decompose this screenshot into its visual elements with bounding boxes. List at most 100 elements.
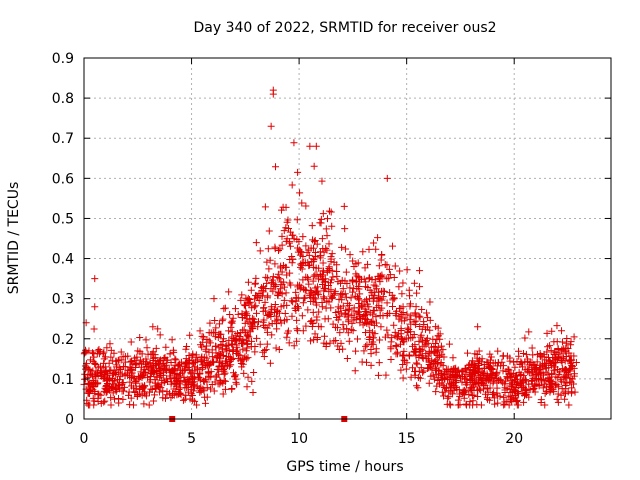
data-point bbox=[205, 348, 213, 356]
data-point bbox=[548, 380, 556, 388]
data-point bbox=[211, 316, 219, 324]
data-point bbox=[454, 401, 462, 409]
data-point bbox=[365, 245, 373, 253]
data-point bbox=[426, 326, 434, 334]
data-point bbox=[198, 365, 206, 373]
data-point bbox=[361, 305, 369, 313]
data-point bbox=[309, 308, 317, 316]
data-point bbox=[537, 376, 545, 384]
data-point bbox=[361, 297, 369, 305]
data-point bbox=[420, 320, 428, 328]
data-point bbox=[389, 303, 397, 311]
data-point bbox=[373, 285, 381, 293]
data-point bbox=[119, 395, 127, 403]
data-point bbox=[542, 359, 550, 367]
data-point bbox=[494, 399, 502, 407]
data-point bbox=[372, 345, 380, 353]
data-point bbox=[112, 387, 120, 395]
data-point bbox=[322, 244, 330, 252]
data-point bbox=[469, 401, 477, 409]
data-point bbox=[461, 364, 469, 372]
data-point bbox=[286, 279, 294, 287]
data-point bbox=[368, 275, 376, 283]
data-point bbox=[286, 228, 294, 236]
data-point bbox=[289, 298, 297, 306]
data-point-outlier bbox=[416, 283, 424, 291]
data-point bbox=[184, 364, 192, 372]
data-point bbox=[474, 379, 482, 387]
data-point bbox=[298, 199, 306, 207]
data-point bbox=[390, 274, 398, 282]
data-point bbox=[359, 301, 367, 309]
data-point bbox=[219, 315, 227, 323]
data-point bbox=[283, 271, 291, 279]
data-point bbox=[311, 237, 319, 245]
data-point bbox=[434, 324, 442, 332]
data-point bbox=[286, 255, 294, 263]
data-point bbox=[87, 370, 95, 378]
data-point bbox=[544, 343, 552, 351]
data-point bbox=[286, 242, 294, 250]
data-point bbox=[240, 369, 248, 377]
data-point bbox=[246, 315, 254, 323]
data-point bbox=[494, 347, 502, 355]
data-point bbox=[520, 398, 528, 406]
data-point bbox=[251, 348, 259, 356]
data-point bbox=[117, 356, 125, 364]
data-point bbox=[423, 309, 431, 317]
data-point bbox=[344, 299, 352, 307]
x-tick-label: 5 bbox=[187, 431, 196, 447]
data-point bbox=[181, 367, 189, 375]
data-point bbox=[356, 290, 364, 298]
data-point bbox=[376, 336, 384, 344]
data-point bbox=[208, 353, 216, 361]
data-point bbox=[244, 373, 252, 381]
data-point bbox=[302, 322, 310, 330]
data-point bbox=[382, 371, 390, 379]
data-point bbox=[431, 360, 439, 368]
data-point bbox=[171, 355, 179, 363]
data-point bbox=[367, 350, 375, 358]
data-point bbox=[280, 227, 288, 235]
data-point bbox=[186, 331, 194, 339]
data-point bbox=[241, 311, 249, 319]
data-point bbox=[406, 302, 414, 310]
plot-frame bbox=[83, 57, 612, 420]
data-point bbox=[84, 380, 92, 388]
data-point bbox=[522, 387, 530, 395]
data-point bbox=[299, 327, 307, 335]
data-point bbox=[268, 331, 276, 339]
data-point bbox=[333, 324, 341, 332]
data-point bbox=[549, 386, 557, 394]
data-point bbox=[400, 336, 408, 344]
data-point bbox=[324, 215, 332, 223]
data-point bbox=[309, 297, 317, 305]
data-point bbox=[284, 216, 292, 224]
data-point bbox=[156, 365, 164, 373]
data-point bbox=[528, 344, 536, 352]
data-point bbox=[418, 325, 426, 333]
data-point bbox=[139, 368, 147, 376]
data-point bbox=[249, 389, 257, 397]
data-point bbox=[376, 295, 384, 303]
data-point bbox=[101, 397, 109, 405]
data-point bbox=[105, 359, 113, 367]
data-point bbox=[468, 357, 476, 365]
data-point bbox=[244, 340, 252, 348]
data-point bbox=[361, 264, 369, 272]
data-point bbox=[415, 312, 423, 320]
data-point bbox=[301, 294, 309, 302]
data-point bbox=[387, 338, 395, 346]
data-point bbox=[131, 354, 139, 362]
data-point bbox=[554, 345, 562, 353]
data-point bbox=[233, 380, 241, 388]
data-point-outlier bbox=[340, 202, 348, 210]
data-point bbox=[342, 268, 350, 276]
data-point bbox=[281, 283, 289, 291]
data-point bbox=[187, 370, 195, 378]
data-point bbox=[160, 378, 168, 386]
data-point bbox=[293, 325, 301, 333]
data-point bbox=[83, 399, 91, 407]
data-point bbox=[533, 350, 541, 358]
data-point bbox=[212, 333, 220, 341]
